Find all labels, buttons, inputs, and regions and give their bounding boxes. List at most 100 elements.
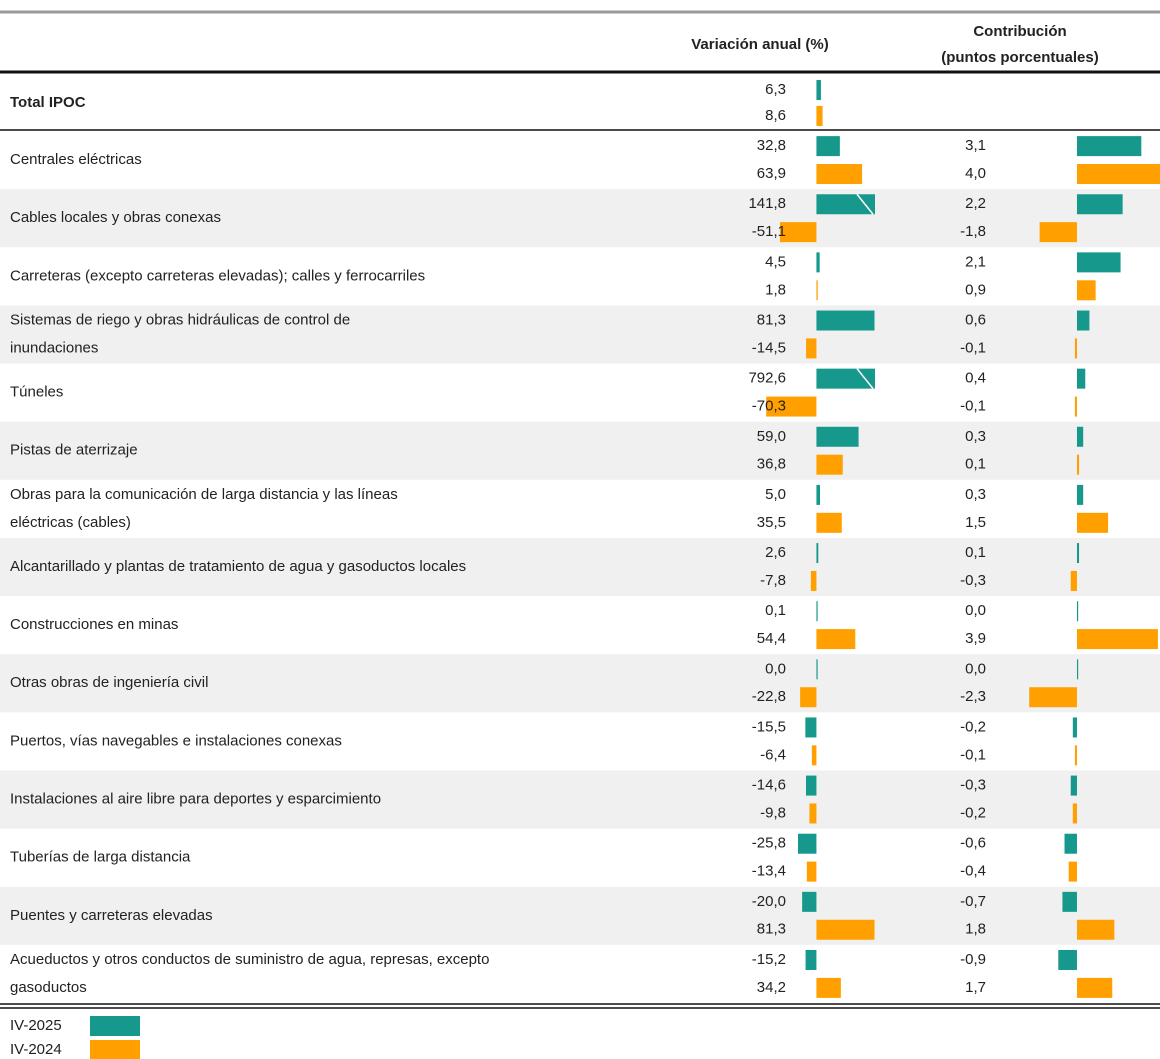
row-label: Acueductos y otros conductos de suminist…	[10, 951, 489, 968]
contribution-value: 0,0	[965, 660, 986, 677]
bar	[1074, 396, 1077, 417]
contribution-value: 0,1	[965, 456, 986, 473]
bar	[1029, 687, 1077, 708]
bar	[1070, 775, 1077, 796]
row-bg	[0, 421, 1160, 480]
bar	[1076, 136, 1142, 157]
bar	[1062, 891, 1077, 912]
header: Variación anual (%)	[691, 36, 829, 53]
bar	[816, 543, 819, 564]
variation-value: 5,0	[765, 486, 786, 503]
bar	[809, 803, 817, 824]
row-bg	[0, 189, 1160, 248]
row-label: Túneles	[10, 384, 63, 401]
bar	[1070, 570, 1077, 591]
bar	[1076, 629, 1158, 650]
bar	[1072, 803, 1077, 824]
contribution-value: -0,3	[960, 777, 986, 794]
bar	[816, 512, 842, 533]
variation-value: 81,3	[757, 311, 786, 328]
contribution-value: 1,5	[965, 514, 986, 531]
variation-value: -70,3	[752, 398, 786, 415]
row-label: Alcantarillado y plantas de tratamiento …	[10, 558, 466, 575]
row-backgrounds	[0, 189, 1160, 945]
bar	[1076, 368, 1086, 389]
bar	[816, 368, 875, 389]
legend-label: IV-2024	[10, 1041, 62, 1058]
bar	[1039, 222, 1077, 243]
bar	[816, 280, 818, 301]
contribution-value: -0,6	[960, 835, 986, 852]
variation-value: -13,4	[752, 863, 786, 880]
bar	[806, 338, 817, 359]
bar	[805, 717, 817, 738]
row-bg	[0, 654, 1160, 713]
variation-value: 6,3	[765, 81, 786, 98]
contribution-value: -2,3	[960, 688, 986, 705]
contribution-value: -0,9	[960, 951, 986, 968]
bar	[802, 891, 817, 912]
contribution-value: 0,3	[965, 428, 986, 445]
bar	[816, 919, 875, 940]
contribution-value: -0,1	[960, 339, 986, 356]
contribution-value: 2,2	[965, 195, 986, 212]
row-label: Sistemas de riego y obras hidráulicas de…	[10, 311, 350, 328]
variation-value: -15,5	[752, 718, 786, 735]
row-label: Total IPOC	[10, 94, 86, 111]
variation-value: 63,9	[757, 165, 786, 182]
variation-value: 792,6	[748, 370, 786, 387]
contribution-value: 4,0	[965, 165, 986, 182]
variation-value: -51,1	[752, 223, 786, 240]
variation-value: -15,2	[752, 951, 786, 968]
variation-value: -20,0	[752, 893, 786, 910]
bar	[811, 745, 817, 766]
legend-swatch	[90, 1040, 140, 1059]
variation-value: 35,5	[757, 514, 786, 531]
variation-value: 54,4	[757, 630, 786, 647]
contribution-value: -0,1	[960, 746, 986, 763]
bar	[806, 775, 817, 796]
bar	[816, 629, 856, 650]
contribution-value: -0,7	[960, 893, 986, 910]
variation-value: -9,8	[760, 804, 786, 821]
bar	[816, 659, 818, 680]
contribution-value: -0,1	[960, 398, 986, 415]
bar	[816, 310, 875, 331]
bar	[806, 861, 817, 882]
legend-swatch	[90, 1016, 140, 1036]
overflow-mark	[856, 193, 874, 215]
contribution-value: 0,6	[965, 311, 986, 328]
bar	[1074, 745, 1077, 766]
contribution-value: -0,3	[960, 572, 986, 589]
variation-value: 36,8	[757, 456, 786, 473]
contribution-value: 0,3	[965, 486, 986, 503]
variation-value: 2,6	[765, 544, 786, 561]
row-bg	[0, 305, 1160, 364]
variation-bars	[766, 80, 875, 998]
variation-value: 4,5	[765, 253, 786, 270]
bar	[1076, 310, 1090, 331]
row-label: Instalaciones al aire libre para deporte…	[10, 791, 381, 808]
contribution-value: -0,4	[960, 863, 986, 880]
bar	[816, 977, 841, 998]
row-label: Cables locales y obras conexas	[10, 209, 221, 226]
bar	[816, 426, 859, 447]
bar	[779, 222, 817, 243]
row-label: Tuberías de larga distancia	[10, 849, 191, 866]
variation-value: -14,5	[752, 339, 786, 356]
bar	[800, 687, 817, 708]
bar	[816, 252, 820, 273]
bar	[816, 80, 821, 101]
row-label: Puentes y carreteras elevadas	[10, 907, 213, 924]
row-label: inundaciones	[10, 339, 98, 356]
row-label: Puertos, vías navegables e instalaciones…	[10, 732, 342, 749]
variation-value: 1,8	[765, 281, 786, 298]
variation-value: -25,8	[752, 835, 786, 852]
variation-value: 32,8	[757, 137, 786, 154]
bar	[1076, 484, 1084, 505]
bar	[1058, 949, 1077, 970]
contribution-value: 0,9	[965, 281, 986, 298]
row-bg	[0, 770, 1160, 829]
variation-value: -7,8	[760, 572, 786, 589]
variation-value: -14,6	[752, 777, 786, 794]
